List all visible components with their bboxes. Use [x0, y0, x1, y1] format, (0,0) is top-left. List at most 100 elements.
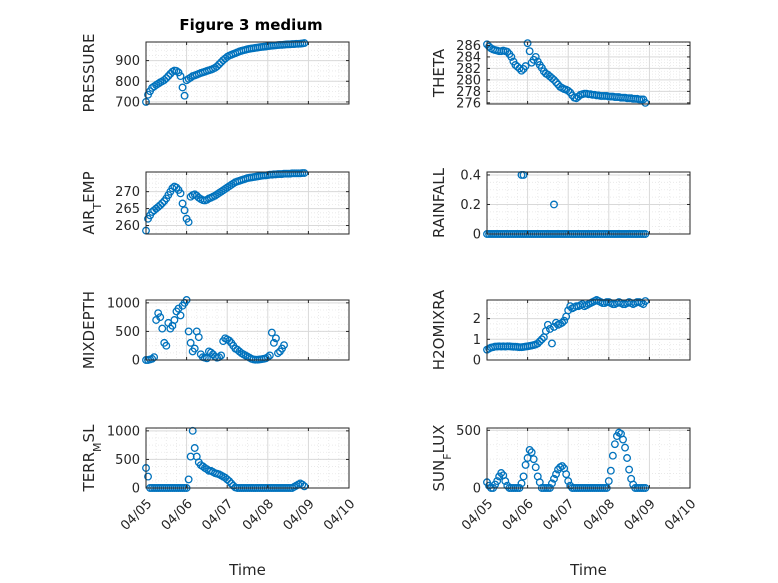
data-point [217, 351, 226, 360]
data-point [562, 470, 571, 479]
data-point [178, 83, 187, 92]
y-axis-label: THETA [430, 48, 448, 98]
chart-air_temp: 260 265 270 AIRTEMP [80, 169, 350, 235]
axes-box [486, 427, 691, 489]
y-axis-label: PRESSURE [80, 34, 98, 113]
data-point [144, 472, 152, 481]
x-axis-label: Time [569, 561, 607, 579]
data-point [621, 443, 629, 452]
data-point [625, 465, 634, 474]
y-tick-label: 0 [473, 482, 481, 497]
data-point [610, 440, 619, 449]
data-point [564, 86, 573, 95]
chart-mixdepth: 0 500 1000 MIXDEPTH [80, 291, 350, 369]
data-point [164, 72, 173, 81]
data-point [531, 52, 540, 61]
data-point [300, 169, 309, 177]
data-point [519, 472, 528, 481]
y-tick-label: 2 [473, 312, 481, 327]
axes-box [486, 171, 691, 235]
y-tick-label: 0 [473, 354, 481, 369]
data-point [300, 482, 309, 491]
data-point [154, 79, 163, 88]
data-point [158, 199, 167, 208]
data-point [641, 98, 650, 107]
data-point [531, 463, 540, 472]
y-axis-label: SUNFLUX [430, 425, 454, 492]
data-point [223, 475, 232, 484]
data-point [267, 328, 276, 337]
axes-box [486, 41, 691, 105]
data-point [190, 344, 199, 353]
y-tick-label: 284 [456, 50, 481, 65]
data-point [269, 338, 278, 347]
data-point [280, 341, 288, 350]
y-tick-label: 1000 [107, 296, 140, 311]
data-point [271, 334, 280, 343]
data-point [503, 47, 512, 56]
data-point [225, 336, 234, 345]
data-point [548, 479, 556, 488]
axes-box [486, 299, 691, 361]
data-point [521, 460, 530, 469]
data-point [550, 75, 558, 84]
data-point [162, 341, 171, 350]
data-point [564, 306, 573, 315]
data-point [537, 335, 546, 344]
y-tick-label: 280 [456, 73, 481, 88]
y-tick-label: 276 [456, 96, 481, 111]
data-point [623, 454, 632, 462]
data-point [184, 475, 193, 484]
data-point [548, 74, 556, 83]
data-point [207, 348, 215, 357]
data-point [186, 73, 195, 82]
y-tick-label: 265 [115, 202, 140, 217]
data-point [215, 60, 224, 69]
x-axis-label: Time [228, 561, 266, 579]
data-point [552, 470, 560, 479]
y-tick-label: 1 [473, 333, 481, 348]
data-point [552, 78, 560, 87]
data-point [525, 47, 534, 56]
data-point [558, 462, 567, 471]
data-point [158, 324, 167, 333]
y-axis-label: AIRTEMP [80, 171, 104, 234]
figure-title: Figure 3 medium [179, 16, 322, 34]
data-point [641, 297, 650, 305]
data-point [529, 455, 538, 464]
axes-box [145, 427, 350, 489]
data-point [548, 339, 556, 348]
axes-box [145, 171, 350, 235]
data-point [604, 477, 613, 486]
data-point [213, 62, 221, 71]
data-point [517, 479, 526, 488]
chart-h2omixra: 0 1 2 H2OMIXRA [430, 289, 691, 370]
y-tick-label: 0.2 [460, 198, 481, 213]
data-point [497, 469, 506, 477]
data-point [184, 327, 193, 336]
data-point [507, 52, 516, 61]
data-point [501, 477, 510, 486]
data-point [184, 218, 193, 227]
y-tick-label: 278 [456, 85, 481, 100]
y-axis-label: H2OMIXRA [430, 289, 448, 370]
data-point [606, 466, 615, 475]
y-tick-label: 1000 [107, 424, 140, 439]
y-axis-label: RAINFALL [430, 167, 448, 238]
data-point [550, 322, 558, 331]
y-tick-label: 700 [115, 95, 140, 110]
y-tick-label: 0.4 [460, 168, 481, 183]
y-tick-label: 286 [456, 39, 481, 54]
y-tick-label: 0 [473, 228, 481, 243]
data-point [170, 316, 179, 324]
data-point [190, 444, 199, 452]
data-point [225, 477, 234, 486]
data-point [521, 62, 530, 71]
y-tick-label: 270 [115, 185, 140, 200]
data-point [176, 311, 185, 320]
data-point [202, 465, 211, 474]
data-point [202, 354, 211, 363]
data-point [533, 339, 542, 348]
data-point [186, 338, 195, 347]
y-tick-label: 500 [456, 424, 481, 439]
